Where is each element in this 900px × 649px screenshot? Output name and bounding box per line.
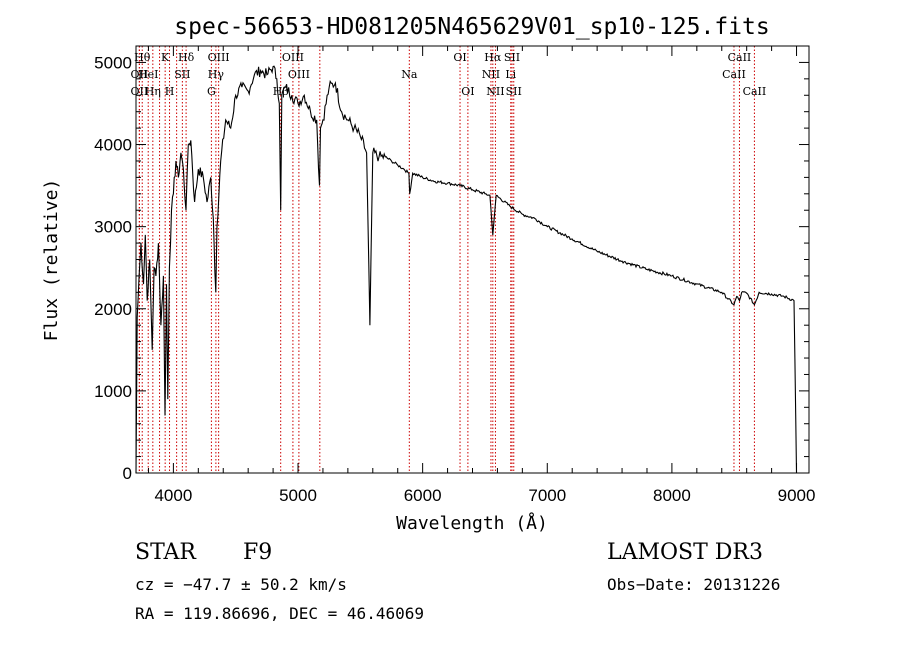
x-tick-label: 7000 — [528, 486, 566, 505]
line-label: Hγ — [208, 68, 225, 81]
line-label: Hη — [145, 85, 161, 98]
spectral-line-markers — [138, 46, 755, 473]
line-label: OIII — [288, 68, 310, 81]
line-label: SII — [506, 85, 522, 98]
line-label: Na — [401, 68, 418, 81]
y-tick-label: 2000 — [94, 300, 132, 319]
plot-frame — [135, 45, 810, 474]
y-tick-label: 5000 — [94, 53, 132, 72]
x-tick-label: 6000 — [404, 486, 442, 505]
line-label: NII — [486, 85, 504, 98]
y-axis: 0 1000 2000 3000 4000 5000 — [94, 45, 809, 483]
line-label: NII — [482, 68, 500, 81]
observation-date: Obs−Date: 20131226 — [607, 575, 781, 594]
line-label: CaII — [743, 85, 767, 98]
y-tick-label: 1000 — [94, 382, 132, 401]
survey-name: LAMOST DR3 — [607, 540, 763, 565]
line-label: OII — [131, 68, 149, 81]
line-label: SII — [504, 51, 520, 64]
coordinates: RA = 119.86696, DEC = 46.46069 — [135, 604, 424, 623]
line-label: CaII — [722, 68, 746, 81]
x-tick-label: 9000 — [778, 486, 816, 505]
line-label: Hα — [484, 51, 502, 64]
y-tick-label: 0 — [123, 464, 132, 483]
line-label: HeI — [138, 68, 158, 81]
chart-title: spec-56653-HD081205N465629V01_sp10-125.f… — [174, 14, 769, 40]
line-label: Hβ — [273, 85, 289, 98]
line-label: SII — [174, 68, 190, 81]
line-label: Li — [505, 68, 516, 81]
line-label: Hθ — [134, 51, 151, 64]
y-axis-label: Flux (relative) — [41, 179, 62, 342]
line-label: OII — [131, 85, 149, 98]
line-label: CaII — [728, 51, 752, 64]
line-label: G — [207, 85, 216, 98]
line-label: OI — [453, 51, 466, 64]
line-label: Hδ — [178, 51, 195, 64]
object-class: STAR — [135, 540, 196, 565]
line-label: OIII — [208, 51, 230, 64]
line-label: OIII — [282, 51, 304, 64]
x-tick-label: 8000 — [653, 486, 691, 505]
y-tick-label: 3000 — [94, 218, 132, 237]
x-tick-label: 5000 — [279, 486, 317, 505]
x-axis-label: Wavelength (Å) — [396, 512, 548, 534]
x-tick-label: 4000 — [154, 486, 192, 505]
line-label: K — [161, 51, 170, 64]
redshift-value: cz = −47.7 ± 50.2 km/s — [135, 575, 347, 594]
y-tick-label: 4000 — [94, 136, 132, 155]
spectrum-line — [135, 65, 798, 474]
line-label: H — [165, 85, 175, 98]
line-label: OI — [461, 85, 474, 98]
x-axis: 4000 5000 6000 7000 8000 9000 — [147, 46, 816, 505]
object-subclass: F9 — [243, 540, 273, 565]
